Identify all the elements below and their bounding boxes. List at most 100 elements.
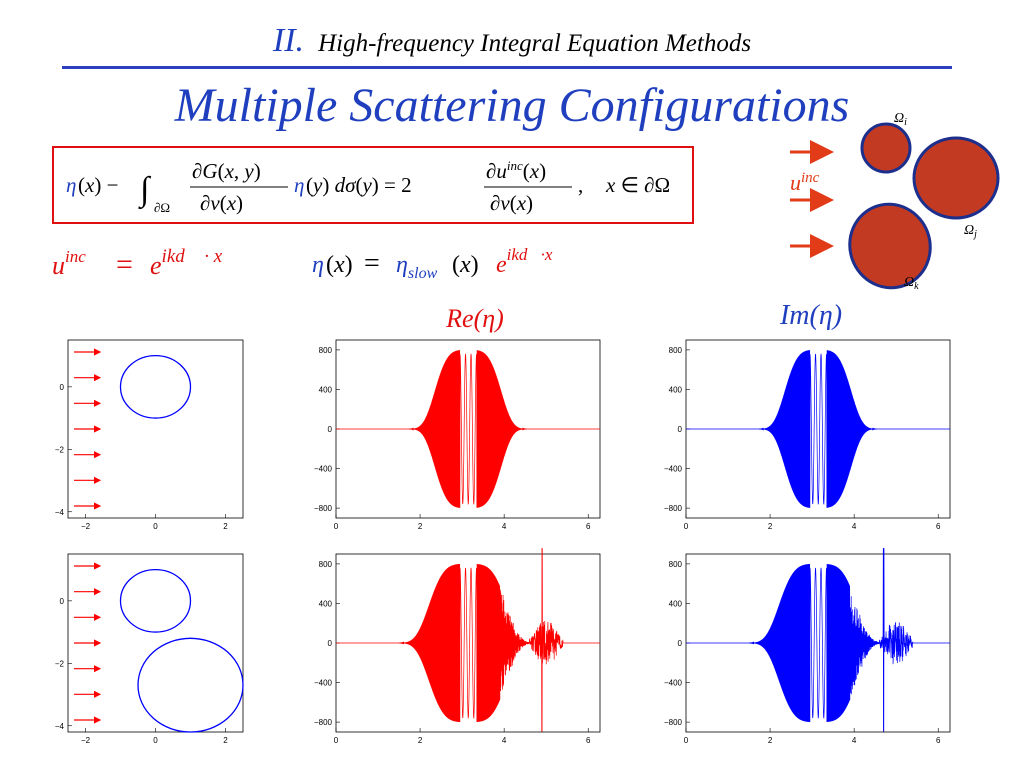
svg-text:eikd⃗·x: eikd⃗·x: [496, 245, 553, 278]
svg-text:∂ν(x): ∂ν(x): [200, 191, 243, 215]
svg-text:eikd⃗ · x: eikd⃗ · x: [150, 246, 223, 280]
x-tick-label: −2: [81, 736, 91, 745]
scatterer-circle: [119, 354, 192, 419]
signal-line: [336, 350, 600, 508]
svg-text:x ∈ ∂Ω: x ∈ ∂Ω: [605, 173, 670, 197]
svg-text:η: η: [312, 252, 324, 278]
re-eta-plot-2: 0 2 4 6 800 400 0 −400 −800: [314, 548, 601, 745]
svg-text:∂ν(x): ∂ν(x): [490, 191, 533, 215]
x-tick-label: 0: [334, 736, 339, 745]
svg-text:=: =: [364, 248, 380, 279]
svg-text:uinc: uinc: [52, 247, 86, 280]
y-tick-label: 400: [319, 599, 333, 608]
x-tick-label: 2: [223, 736, 228, 745]
y-tick-label: −4: [55, 508, 65, 517]
y-tick-label: 0: [678, 425, 683, 434]
x-tick-label: 6: [936, 522, 941, 531]
y-tick-label: 400: [669, 599, 683, 608]
x-tick-label: 0: [153, 522, 158, 531]
x-tick-label: 2: [418, 522, 423, 531]
svg-text:(y) dσ(y) = 2: (y) dσ(y) = 2: [306, 173, 412, 197]
label-omega-i: Ωi: [894, 111, 907, 128]
re-eta-plot-1: 0 2 4 6 800 400 0 −400 −800: [314, 339, 601, 531]
y-tick-label: 800: [319, 560, 333, 569]
signal-line: [686, 350, 950, 508]
y-tick-label: 0: [328, 639, 333, 648]
y-tick-label: 0: [678, 639, 683, 648]
y-tick-label: −800: [664, 504, 683, 513]
svg-text:=: =: [116, 248, 133, 281]
geometry-plot-2: −2 0 2 0 −2 −4: [55, 553, 244, 745]
re-plot-title: Re(η): [446, 304, 504, 333]
label-omega-j: Ωj: [964, 223, 977, 240]
x-tick-label: 2: [768, 522, 773, 531]
obstacle-omega-i: [860, 122, 912, 174]
y-tick-label: −2: [55, 659, 65, 668]
x-tick-label: 6: [936, 736, 941, 745]
section-header: II. High-frequency Integral Equation Met…: [0, 22, 1024, 60]
y-tick-label: 800: [669, 560, 683, 569]
slide-title: Multiple Scattering Configurations: [174, 79, 850, 132]
geometry-plot-1: −2 0 2 0 −2 −4: [55, 339, 244, 531]
im-plot-title: Im(η): [779, 300, 843, 331]
x-tick-label: 0: [153, 736, 158, 745]
svg-text:(x) −: (x) −: [78, 173, 118, 197]
signal-line: [686, 548, 950, 732]
im-eta-plot-2: 0 2 4 6 800 400 0 −400 −800: [664, 548, 951, 745]
eq-eta: η: [66, 173, 76, 197]
svg-text:(x): (x): [326, 252, 353, 278]
incident-wave-formula: uinc = eikd⃗ · x: [52, 246, 223, 281]
x-tick-label: 6: [586, 736, 591, 745]
y-tick-label: −800: [314, 718, 333, 727]
x-tick-label: 4: [852, 522, 857, 531]
y-tick-label: 800: [669, 346, 683, 355]
y-tick-label: −400: [314, 679, 333, 688]
main-equation-box: η (x) − ∫ ∂Ω ∂G(x, y) ∂ν(x) η (y) dσ(y) …: [52, 146, 694, 224]
x-tick-label: 2: [768, 736, 773, 745]
y-tick-label: −800: [664, 718, 683, 727]
header-rule: [62, 66, 952, 69]
obstacle-omega-j: [912, 136, 1000, 220]
x-tick-label: 0: [684, 736, 689, 745]
section-number: II.: [272, 22, 305, 59]
y-tick-label: 400: [319, 385, 333, 394]
y-tick-label: 0: [328, 425, 333, 434]
svg-text:∂G(x, y): ∂G(x, y): [192, 159, 261, 183]
obstacle-omega-k: [848, 202, 932, 290]
wave-label: uinc: [790, 170, 820, 195]
y-tick-label: 400: [669, 385, 683, 394]
scatterer-circle: [137, 637, 244, 733]
section-title: High-frequency Integral Equation Methods: [318, 30, 752, 57]
im-eta-plot-1: 0 2 4 6 800 400 0 −400 −800: [664, 339, 951, 531]
x-tick-label: −2: [81, 522, 91, 531]
svg-text:,: ,: [578, 173, 583, 197]
svg-text:∂uinc(x): ∂uinc(x): [486, 158, 546, 183]
x-tick-label: 4: [502, 522, 507, 531]
svg-text:∫: ∫: [138, 171, 152, 210]
svg-text:η: η: [294, 173, 304, 197]
scatterer-circle: [119, 568, 192, 633]
y-tick-label: −400: [664, 679, 683, 688]
main-equation: η (x) − ∫ ∂Ω ∂G(x, y) ∂ν(x) η (y) dσ(y) …: [66, 158, 670, 215]
y-tick-label: −400: [664, 465, 683, 474]
y-tick-label: −800: [314, 504, 333, 513]
x-tick-label: 0: [334, 522, 339, 531]
x-tick-label: 4: [852, 736, 857, 745]
x-tick-label: 0: [684, 522, 689, 531]
ansatz-formula: η (x) = ηslow (x) eikd⃗·x: [312, 245, 553, 282]
y-tick-label: 0: [60, 597, 65, 606]
formula-row: uinc = eikd⃗ · x η (x) = ηslow (x) eikd⃗…: [52, 245, 553, 282]
scattering-diagram: uinc Ωi Ωj Ωk: [790, 111, 1000, 292]
y-tick-label: −400: [314, 465, 333, 474]
x-tick-label: 6: [586, 522, 591, 531]
y-tick-label: −4: [55, 722, 65, 731]
x-tick-label: 4: [502, 736, 507, 745]
signal-line: [336, 548, 600, 732]
plot-frame: [67, 339, 244, 519]
y-tick-label: −2: [55, 445, 65, 454]
svg-text:(x): (x): [452, 252, 479, 278]
x-tick-label: 2: [418, 736, 423, 745]
svg-text:∂Ω: ∂Ω: [154, 200, 170, 215]
svg-text:ηslow: ηslow: [396, 252, 438, 282]
y-tick-label: 800: [319, 346, 333, 355]
